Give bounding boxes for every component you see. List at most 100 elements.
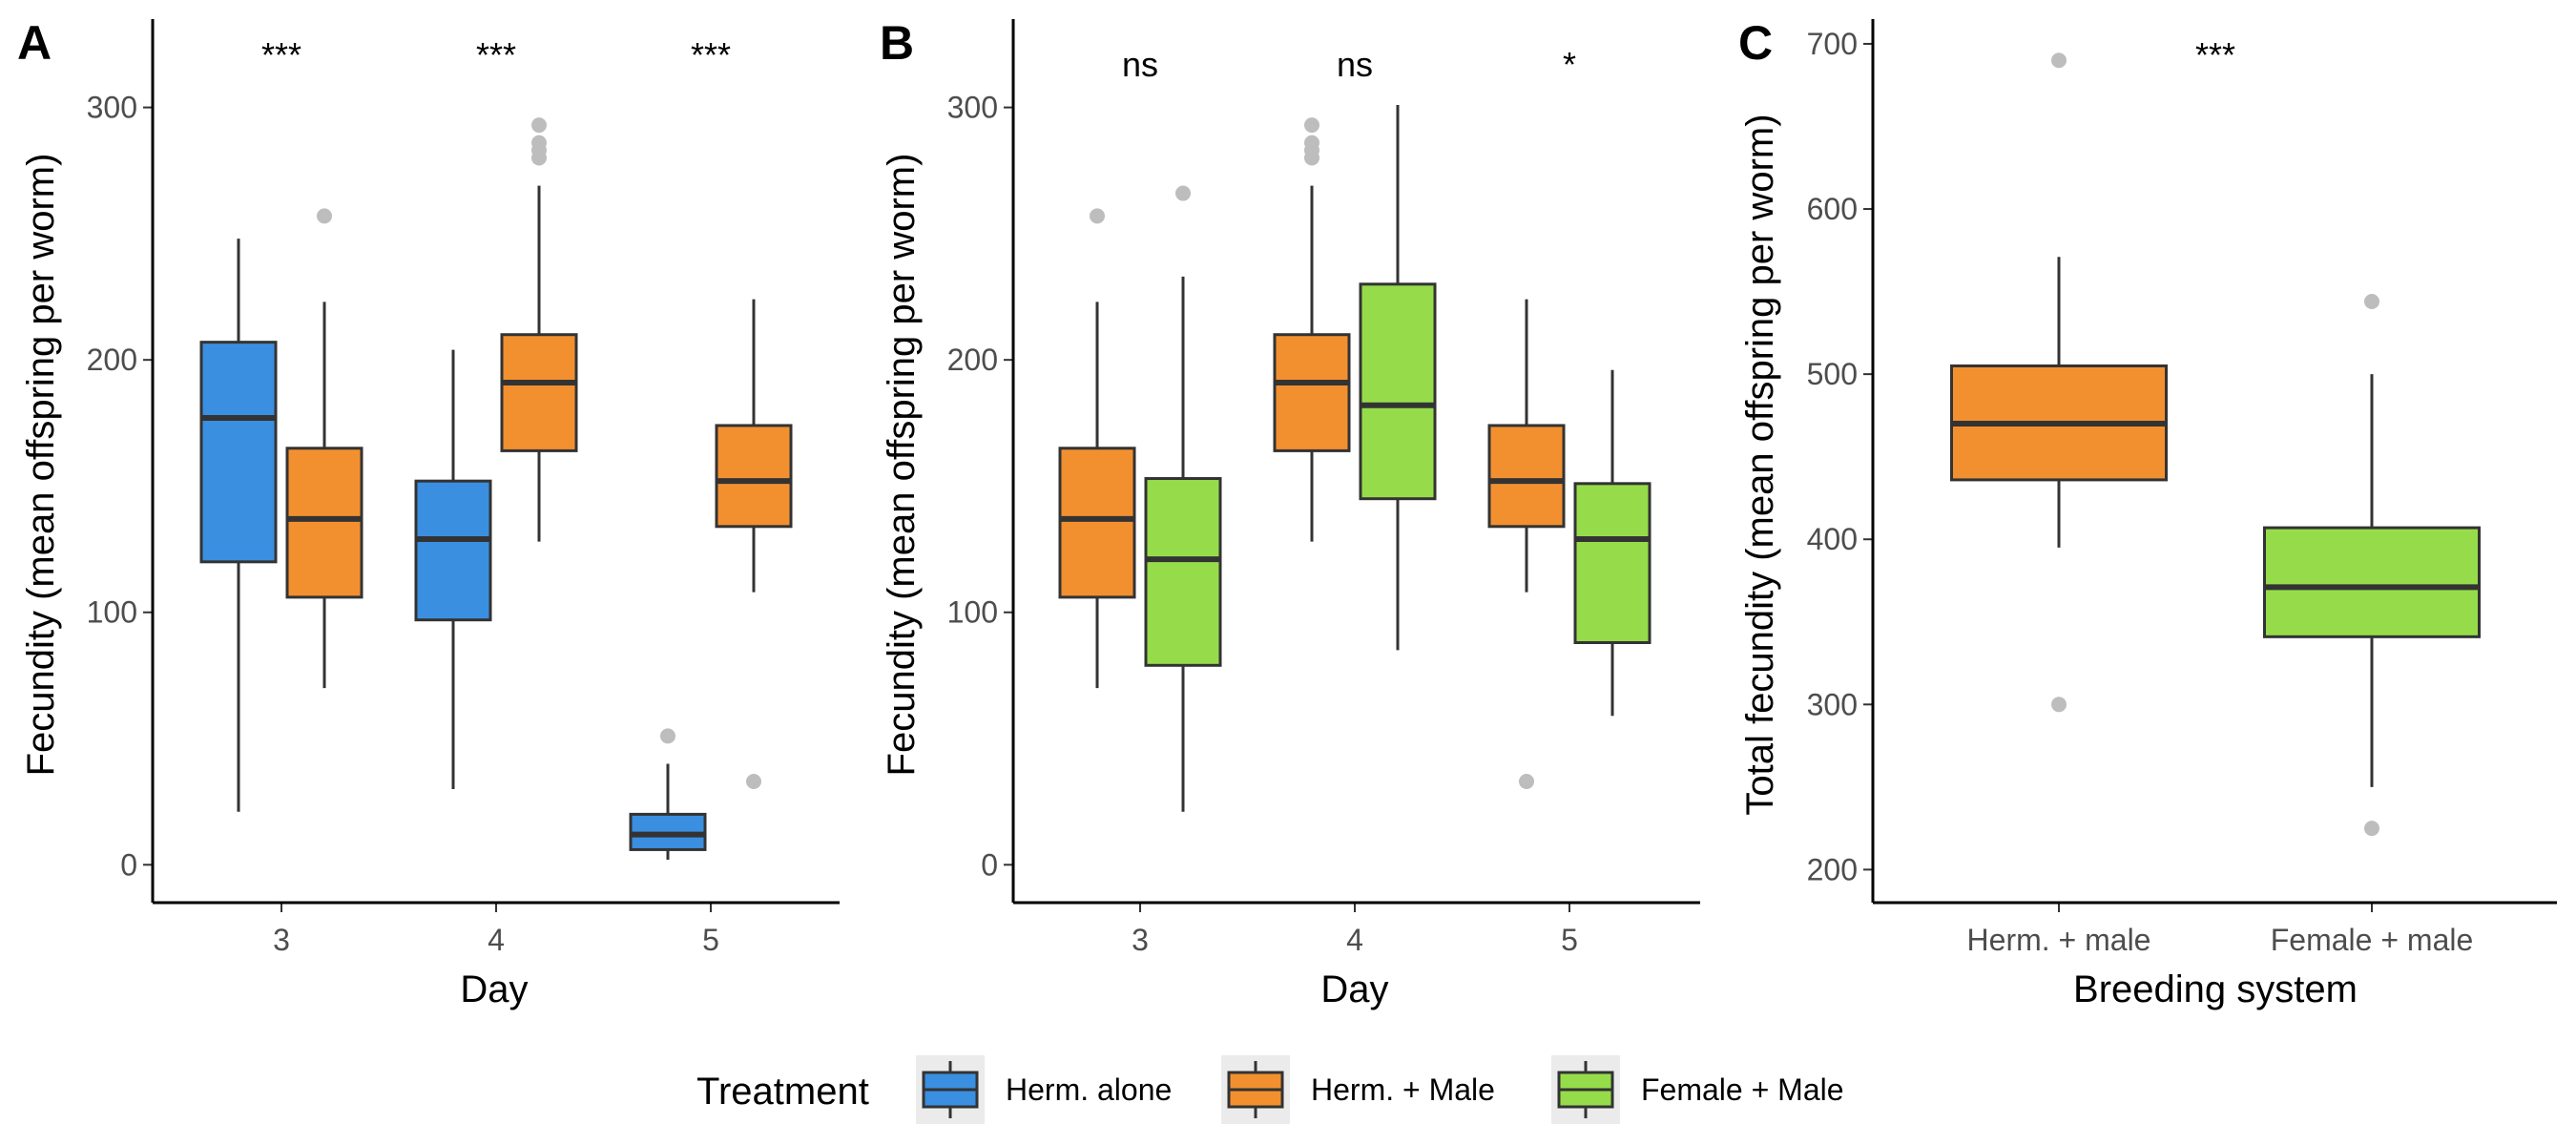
outlier-point (2364, 821, 2379, 837)
panel-c-y-tick-label: 700 (1807, 27, 1858, 61)
box-group (1273, 117, 1351, 542)
outlier-point (1175, 185, 1191, 201)
panel-c-boxes (1950, 52, 2481, 837)
panel-a-x-ticks: 3 4 5 (273, 903, 719, 957)
legend-items: Herm. alone Herm. + Male Female + Male (916, 1055, 1844, 1124)
legend-item: Herm. + Male (1221, 1055, 1495, 1124)
box-group (1359, 104, 1437, 651)
panel-c-y-tick-label: 500 (1807, 357, 1858, 391)
panel-a: A 0 100 200 300 3 4 5 *** *** *** Day Fecundity… (17, 16, 840, 1010)
outlier-point (2051, 52, 2067, 69)
box-iqr (1359, 282, 1437, 501)
panel-b-x-tick-label: 4 (1346, 923, 1363, 957)
panel-a-x-label: Day (460, 968, 528, 1010)
box-group (1058, 208, 1136, 689)
box-iqr (1058, 447, 1136, 599)
panel-a-x-tick-label: 4 (488, 923, 505, 957)
panel-c-y-tick-label: 300 (1807, 687, 1858, 721)
outlier-point (746, 774, 761, 790)
panel-a-y-tick-label: 300 (87, 91, 137, 125)
panel-a-y-label: Fecundity (mean offspring per worm) (20, 154, 62, 777)
outlier-point (1304, 117, 1319, 134)
panel-a-y-tick-label: 200 (87, 343, 137, 377)
panel-b-significance: ns ns * (1122, 45, 1576, 84)
panel-c-significance-label: *** (2195, 35, 2235, 74)
panel-b-x-tick-label: 5 (1561, 923, 1578, 957)
outlier-point (531, 117, 547, 134)
panel-c-x-label: Breeding system (2073, 968, 2358, 1010)
legend-item: Herm. alone (916, 1055, 1172, 1124)
panel-a-boxes (199, 117, 793, 861)
panel-c-y-label: Total fecundity (mean offspring per worm… (1739, 114, 1781, 815)
panel-b-y-tick-label: 0 (981, 847, 998, 882)
panel-a-y-ticks: 0 100 200 300 (87, 91, 153, 882)
box-group (1144, 185, 1222, 812)
legend-item: Female + Male (1551, 1055, 1844, 1124)
panel-a-y-tick-label: 0 (120, 847, 137, 882)
box-iqr (2263, 526, 2481, 638)
outlier-point (1304, 135, 1319, 151)
legend-label: Herm. alone (1006, 1072, 1172, 1107)
panel-b-significance-label: ns (1337, 45, 1373, 84)
box-group (285, 208, 364, 689)
box-group (1950, 52, 2168, 713)
panel-b: B 0 100 200 300 3 4 5 ns ns * Day Fecundity (me… (880, 16, 1700, 1010)
outlier-point (317, 208, 332, 224)
legend-label: Female + Male (1641, 1072, 1844, 1107)
outlier-point (1090, 208, 1105, 224)
panel-c-x-ticks: Herm. + male Female + male (1967, 903, 2473, 957)
panel-b-x-tick-label: 3 (1132, 923, 1149, 957)
panel-b-significance-label: ns (1122, 45, 1158, 84)
box-group (1573, 369, 1652, 717)
box-group (500, 117, 578, 542)
panel-tag-c: C (1738, 16, 1773, 70)
panel-a-significance-label: *** (691, 35, 731, 74)
panel-b-y-ticks: 0 100 200 300 (947, 91, 1013, 882)
box-group (715, 299, 793, 790)
box-group (414, 349, 492, 789)
panel-b-y-tick-label: 200 (947, 343, 998, 377)
box-iqr (285, 447, 364, 599)
panel-b-y-tick-label: 300 (947, 91, 998, 125)
panel-b-significance-label: * (1563, 45, 1576, 84)
outlier-point (2051, 697, 2067, 713)
panel-a-significance-label: *** (261, 35, 301, 74)
legend-label: Herm. + Male (1311, 1072, 1495, 1107)
box-iqr (1144, 477, 1222, 667)
panel-a-x-tick-label: 5 (702, 923, 719, 957)
panel-a-significance: *** *** *** (261, 35, 731, 74)
outlier-point (1519, 774, 1534, 790)
panel-a-y-tick-label: 100 (87, 595, 137, 630)
box-iqr (715, 424, 793, 529)
panel-b-y-tick-label: 100 (947, 595, 998, 630)
panel-c-y-tick-label: 200 (1807, 852, 1858, 886)
panel-c-significance: *** (2195, 35, 2235, 74)
box-iqr (500, 333, 578, 452)
panel-a-significance-label: *** (476, 35, 516, 74)
box-iqr (1573, 482, 1652, 644)
box-group (2263, 293, 2481, 837)
box-iqr (199, 341, 278, 564)
box-iqr (1487, 424, 1566, 529)
panel-c-y-tick-label: 600 (1807, 192, 1858, 226)
panel-tag-b: B (880, 16, 914, 70)
panel-b-y-label: Fecundity (mean offspring per worm) (881, 154, 923, 777)
panel-c-y-tick-label: 400 (1807, 522, 1858, 556)
box-group (199, 239, 278, 812)
panel-tag-a: A (17, 16, 52, 70)
box-group (629, 728, 707, 861)
box-group (1487, 299, 1566, 790)
panel-c-x-tick-label: Herm. + male (1967, 923, 2151, 957)
outlier-point (531, 135, 547, 151)
outlier-point (660, 728, 675, 744)
box-iqr (1273, 333, 1351, 452)
panel-b-boxes (1058, 104, 1652, 812)
legend-title: Treatment (696, 1071, 869, 1113)
legend: Treatment Herm. alone Herm. + Male Female … (696, 1055, 1844, 1124)
panel-b-x-ticks: 3 4 5 (1132, 903, 1578, 957)
panel-a-x-tick-label: 3 (273, 923, 290, 957)
panel-c-y-ticks: 200 300 400 500 600 700 (1807, 27, 1873, 886)
panel-b-x-label: Day (1320, 968, 1388, 1010)
box-iqr (414, 479, 492, 622)
